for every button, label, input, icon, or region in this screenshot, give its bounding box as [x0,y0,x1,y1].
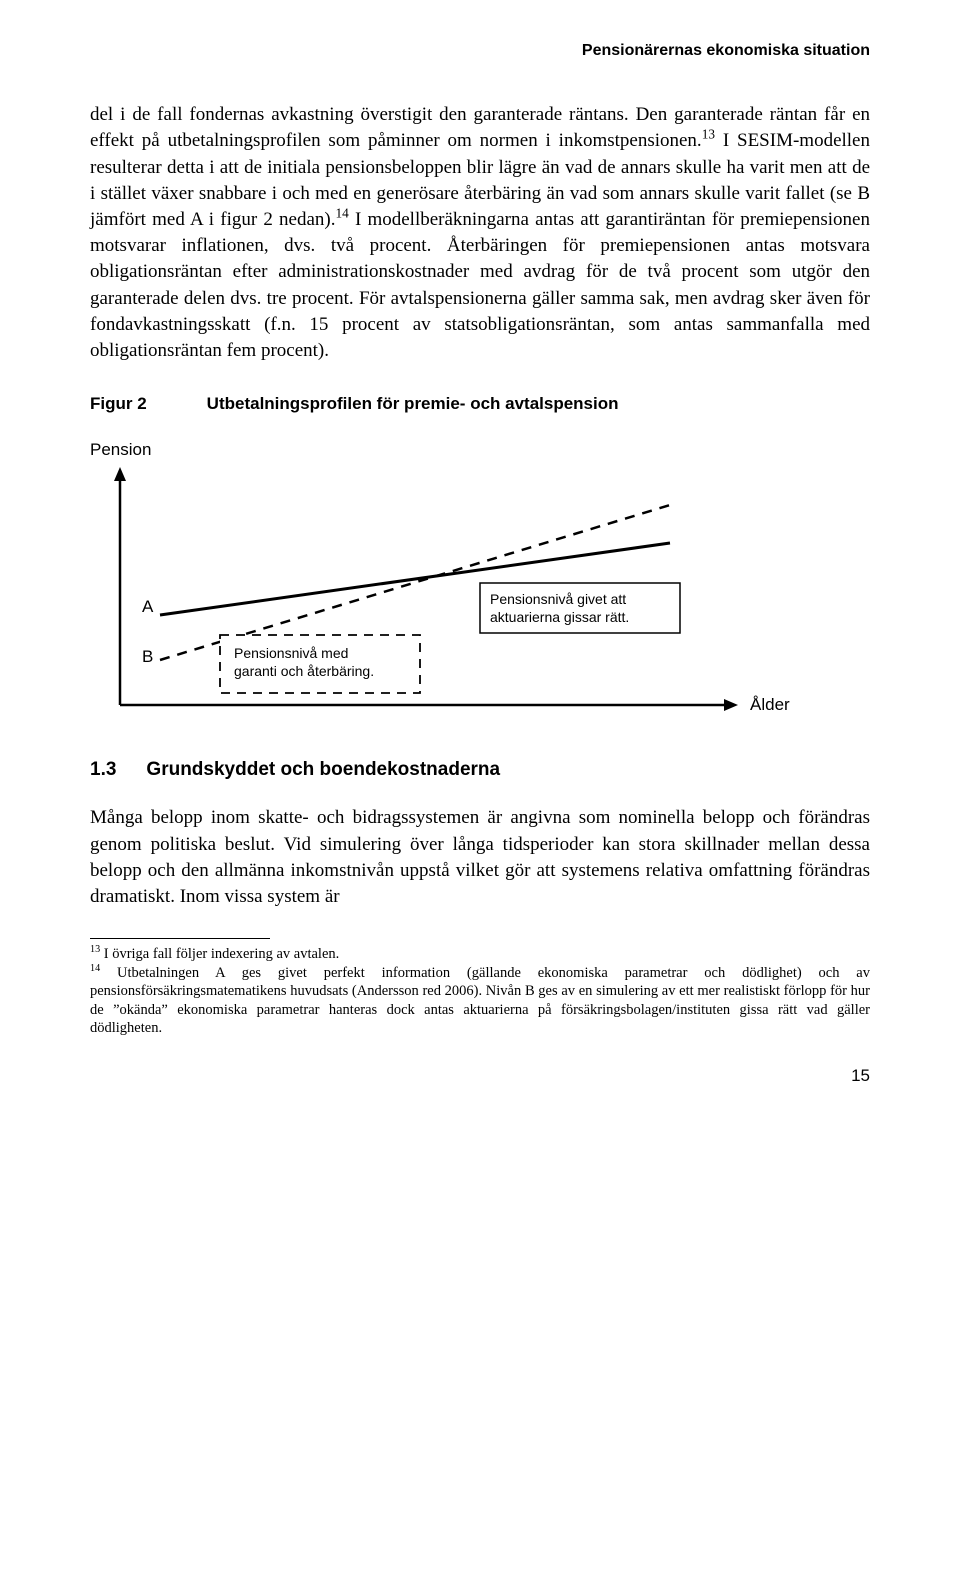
x-axis-label: Ålder [750,693,790,716]
footnotes-block: 13 I övriga fall följer indexering av av… [90,945,870,1038]
section-title: Grundskyddet och boendekostnaderna [146,759,500,780]
sup-13: 13 [702,127,715,142]
footnote-14: 14 Utbetalningen A ges givet perfekt inf… [90,964,870,1038]
footnote-14-text: Utbetalningen A ges givet perfekt inform… [90,965,870,1037]
footnote-14-sup: 14 [90,963,100,974]
box-left-line1: Pensionsnivå med [234,645,348,661]
section-number: 1.3 [90,757,116,783]
section-heading: 1.3 Grundskyddet och boendekostnaderna [90,757,870,783]
body-paragraph-2: Många belopp inom skatte- och bidragssys… [90,805,870,910]
footnote-13-sup: 13 [90,944,100,955]
label-b: B [142,645,153,668]
box-right-text: Pensionsnivå givet att aktuarierna gissa… [490,591,629,626]
chart-container: A B Pensionsnivå med garanti och återbär… [90,465,870,725]
box-left-line2: garanti och återbäring. [234,663,374,679]
footnote-13: 13 I övriga fall följer indexering av av… [90,945,870,964]
box-right-line1: Pensionsnivå givet att [490,591,626,607]
footnote-13-text: I övriga fall följer indexering av avtal… [100,946,339,962]
line-chart-svg [90,465,790,725]
figure-number: Figur 2 [90,392,147,415]
box-left-text: Pensionsnivå med garanti och återbäring. [234,645,374,680]
footnote-separator [90,938,270,939]
box-right-line2: aktuarierna gissar rätt. [490,609,629,625]
p1-text-c: I modellberäkningarna antas att garantir… [90,209,870,361]
body-paragraph-1: del i de fall fondernas avkastning övers… [90,102,870,364]
sup-14: 14 [335,206,348,221]
figure-title: Utbetalningsprofilen för premie- och avt… [207,392,619,415]
running-header: Pensionärernas ekonomiska situation [90,40,870,62]
page-number: 15 [90,1064,870,1087]
label-a: A [142,595,153,618]
y-axis-label: Pension [90,438,870,461]
